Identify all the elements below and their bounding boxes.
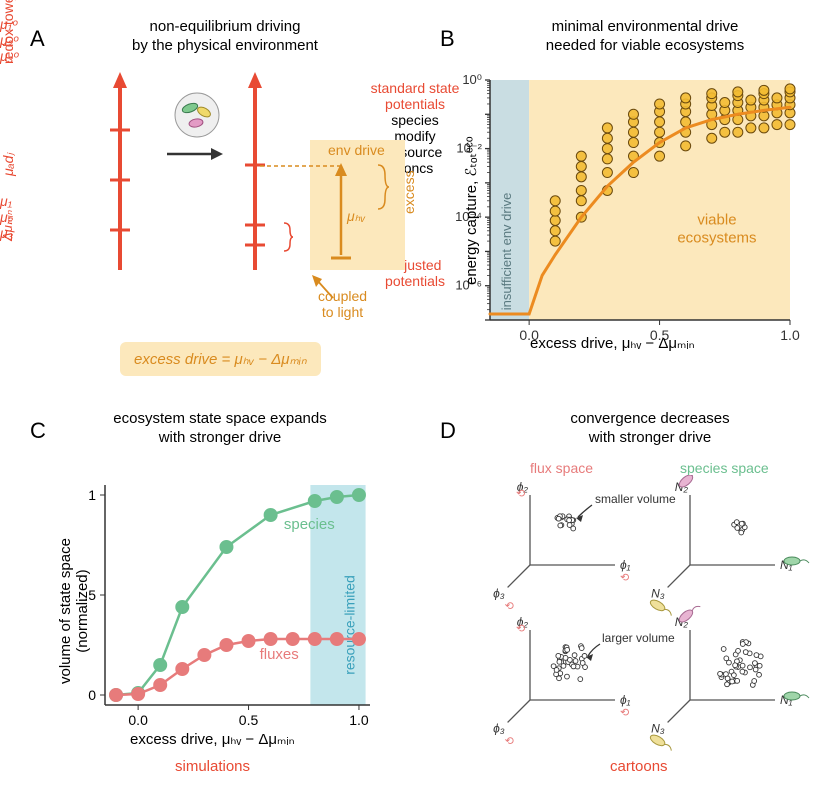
dashed-mu1-line	[260, 163, 340, 169]
svg-text:1.0: 1.0	[780, 327, 800, 343]
panel-c-label: C	[30, 418, 46, 444]
svg-text:0.5: 0.5	[239, 712, 259, 728]
panel-b-ylabel: energy capture, ℰₜₒₜᵉᶜᵒ	[462, 136, 480, 285]
svg-text:ecosystems: ecosystems	[677, 230, 756, 247]
redox-tower-left	[60, 70, 150, 280]
panel-b-chart: 10⁻⁶10⁻⁴10⁻²10⁰0.00.51.0insufficient env…	[445, 60, 815, 370]
env-drive-title: env drive	[328, 142, 385, 158]
svg-text:resource-limited: resource-limited	[342, 575, 358, 675]
panel-a-label: A	[30, 26, 45, 52]
delta-brace	[282, 222, 294, 252]
svg-text:insufficient env drive: insufficient env drive	[499, 193, 514, 311]
panel-d-label: D	[440, 418, 456, 444]
svg-text:smaller volume: smaller volume	[595, 492, 676, 506]
svg-text:⟲: ⟲	[620, 572, 629, 584]
flux-space-label: flux space	[530, 460, 593, 476]
panel-a-title-text: non-equilibrium driving by the physical …	[132, 18, 318, 54]
svg-text:10⁰: 10⁰	[462, 72, 482, 87]
panel-b-title: minimal environmental drive needed for v…	[490, 18, 800, 56]
excess-brace	[376, 164, 390, 210]
env-drive-box	[310, 140, 405, 270]
coupled-text: coupled to light	[318, 288, 367, 320]
redox-tower-right	[225, 70, 285, 280]
svg-text:N₃: N₃	[651, 586, 665, 600]
simulations-caption: simulations	[175, 758, 250, 775]
panel-a-title: non-equilibrium driving by the physical …	[95, 18, 355, 56]
panel-c-chart: resource-limited0.510.00.51.0speciesflux…	[55, 460, 400, 755]
svg-text:larger volume: larger volume	[602, 631, 675, 645]
svg-text:1.0: 1.0	[349, 712, 369, 728]
svg-text:ϕ₃: ϕ₃	[493, 721, 505, 735]
microbe-blob-icon	[172, 90, 222, 140]
species-space-label: species space	[680, 460, 769, 476]
panel-d-title-text: convergence decreases with stronger driv…	[570, 410, 729, 446]
panel-d-cartoons: ϕ₁ϕ₂ϕ₃⟲⟲⟲N₁N₂N₃ϕ₁ϕ₂ϕ₃⟲⟲⟲N₁N₂N₃smaller vo…	[475, 475, 815, 765]
svg-text:viable: viable	[697, 212, 736, 229]
svg-text:ϕ₁: ϕ₁	[620, 558, 631, 572]
svg-text:⟲: ⟲	[505, 735, 514, 747]
excess-label: excess	[401, 170, 417, 214]
arrow-species-modify	[165, 144, 225, 164]
panel-d-title: convergence decreases with stronger driv…	[510, 410, 790, 448]
svg-text:⟲: ⟲	[620, 707, 629, 719]
svg-text:⟲: ⟲	[516, 488, 525, 500]
mu-hv-label: μₕᵥ	[347, 208, 365, 225]
panel-c-ylabel: volume of state space (normalized)	[57, 538, 91, 684]
svg-text:species: species	[284, 516, 335, 533]
svg-text:0.0: 0.0	[128, 712, 148, 728]
svg-text:ϕ₃: ϕ₃	[493, 586, 505, 600]
svg-text:ϕ₁: ϕ₁	[620, 693, 631, 707]
formula-text: excess drive = μₕᵥ − Δμₘᵢₙ	[134, 351, 307, 368]
panel-b-label: B	[440, 26, 455, 52]
svg-text:⟲: ⟲	[505, 600, 514, 612]
panel-b-title-text: minimal environmental drive needed for v…	[546, 18, 744, 54]
svg-text:fluxes: fluxes	[260, 646, 299, 663]
panel-c-title-text: ecosystem state space expands with stron…	[113, 410, 326, 446]
panel-c-title: ecosystem state space expands with stron…	[70, 410, 370, 448]
excess-drive-formula: excess drive = μₕᵥ − Δμₘᵢₙ	[120, 342, 321, 376]
panel-c-xlabel: excess drive, μₕᵥ − Δμₘᵢₙ	[130, 730, 295, 748]
panel-b-xlabel: excess drive, μₕᵥ − Δμₘᵢₙ	[530, 334, 695, 352]
svg-text:N₃: N₃	[651, 721, 665, 735]
strong-drive-label: strong drive	[0, 0, 32, 321]
svg-text:1: 1	[88, 487, 96, 503]
svg-text:0: 0	[88, 687, 96, 703]
svg-text:⟲: ⟲	[516, 623, 525, 635]
cartoons-caption: cartoons	[610, 758, 668, 775]
